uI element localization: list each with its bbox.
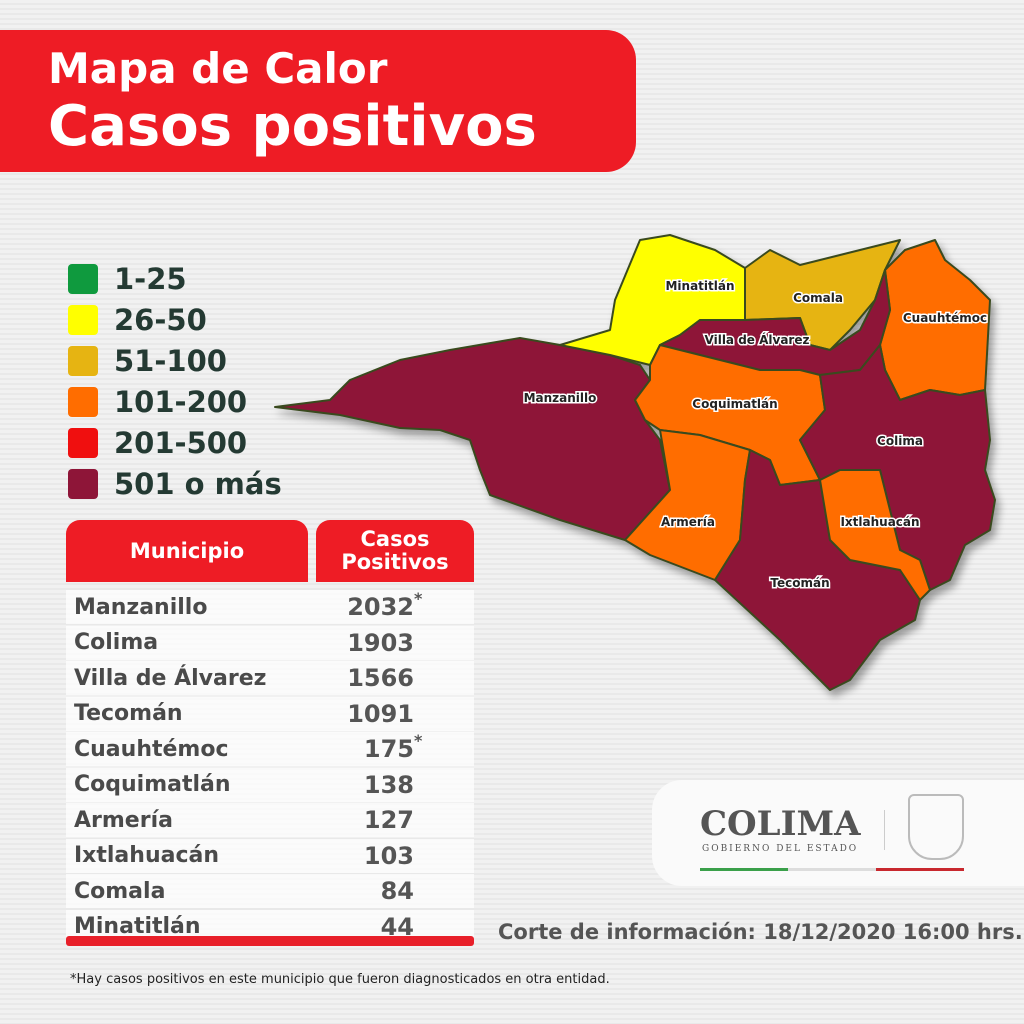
legend-swatch [68,304,98,335]
region-label: Comala [793,291,843,305]
region-colima [799,344,996,591]
table-row: Tecomán 1091 [66,696,474,731]
logo-name: COLIMA [700,804,861,844]
region-label: Villa de Álvarez [705,332,810,347]
logo-subtitle: GOBIERNO DEL ESTADO [702,844,859,854]
municipio-name: Villa de Álvarez [74,665,267,691]
header-casos: Casos Positivos [316,520,474,582]
table-row: Villa de Álvarez 1566 [66,661,474,695]
region-label: Minatitlán [665,279,734,293]
table-row: Coquimatlán 138 [66,767,474,802]
colima-logo: COLIMA GOBIERNO DEL ESTADO [652,780,1024,886]
table-row: Manzanillo 2032 * [66,589,474,624]
legend-item: 501 o más [68,463,282,504]
legend-label: 1-25 [114,261,187,296]
table-row: Armería 127 [66,803,474,837]
municipio-name: Manzanillo [74,594,208,620]
municipio-name: Coquimatlán [74,772,231,797]
legend: 1-25 26-50 51-100 101-200 201-500 501 o más [68,258,282,504]
casos-value: 1903 [347,628,414,657]
region-label: Tecomán [770,576,829,590]
region-label: Cuauhtémoc [903,311,987,325]
table-row: Colima 1903 [66,625,474,660]
cases-table: Manzanillo 2032 * Colima 1903 Villa de Álvare… [66,589,474,945]
municipio-name: Tecomán [74,701,183,726]
legend-item: 201-500 [68,422,282,463]
legend-swatch [68,468,98,499]
municipio-name: Comala [74,878,166,904]
municipio-name: Cuauhtémoc [74,736,229,762]
region-label: Colima [877,434,923,448]
municipio-name: Armería [74,807,173,833]
title-banner [0,30,636,172]
header-municipio: Municipio [66,520,308,582]
data-cutoff: Corte de información: 18/12/2020 16:00 h… [498,920,1023,944]
table-bottom-bar [66,936,474,946]
legend-swatch [68,427,98,458]
legend-swatch [68,263,98,294]
title-line1: Mapa de Calor [48,44,388,93]
casos-value: 1566 [347,664,414,692]
legend-item: 51-100 [68,340,282,381]
legend-label: 26-50 [114,302,207,337]
legend-swatch [68,345,98,376]
casos-value: 127 [363,806,414,834]
coat-of-arms-icon [908,794,964,860]
legend-swatch [68,386,98,417]
legend-label: 501 o más [114,466,282,501]
legend-item: 101-200 [68,381,282,422]
legend-label: 201-500 [114,425,248,460]
casos-value: 2032 * [347,589,423,621]
legend-item: 26-50 [68,299,282,340]
table-row: Comala 84 [66,874,474,908]
region-ixtlahuacn [819,469,931,601]
region-label: Ixtlahuacán [840,515,919,529]
casos-value: 175 * [363,731,423,763]
table-row: Cuauhtémoc 175 * [66,731,474,766]
casos-value: 103 [363,841,414,870]
region-label: Manzanillo [524,391,597,405]
casos-value: 84 [380,877,414,905]
table-row: Ixtlahuacán 103 [66,838,474,873]
casos-value: 1091 [347,699,414,728]
region-manzanillo [274,337,671,541]
region-label: Armería [661,515,715,529]
region-label: Coquimatlán [692,397,777,411]
legend-label: 101-200 [114,384,248,419]
municipio-name: Minatitlán [74,914,201,939]
legend-item: 1-25 [68,258,282,299]
title-line2: Casos positivos [48,94,537,159]
casos-value: 44 [380,912,414,941]
municipio-name: Ixtlahuacán [74,843,219,868]
casos-value: 138 [363,770,414,799]
legend-label: 51-100 [114,343,227,378]
municipio-name: Colima [74,630,159,655]
footnote: *Hay casos positivos en este municipio q… [70,972,610,987]
